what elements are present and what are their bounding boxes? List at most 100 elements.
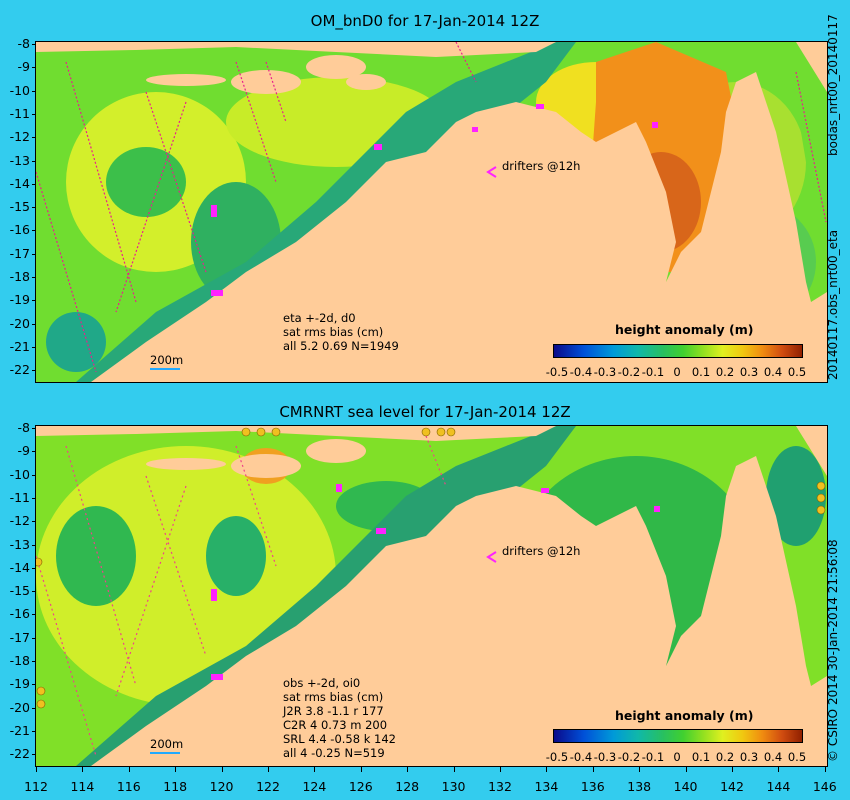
lat-label: -14 <box>9 559 30 575</box>
colorbar-tick-label: 0 <box>673 365 681 379</box>
colorbar-tick-label: -0.4 <box>569 365 593 379</box>
lon-label: 112 <box>24 779 48 794</box>
australia-land <box>91 72 827 382</box>
lat-tick <box>32 277 36 278</box>
lon-tick <box>500 767 501 772</box>
bottom-colorbar-title: height anomaly (m) <box>615 708 754 723</box>
colorbar-tick-label: 0.5 <box>787 365 807 379</box>
lon-tick <box>36 767 37 772</box>
colorbar-tick-label: 0.1 <box>691 365 711 379</box>
lon-label: 120 <box>209 779 234 794</box>
top-side-text: 20140117.obs_nrt00_eta <box>826 229 840 380</box>
info-line: obs +-2d, oi0 <box>283 676 361 690</box>
info-line: C2R 4 0.73 m 200 <box>283 718 388 732</box>
lat-tick <box>32 323 36 325</box>
info-line: SRL 4.4 -0.58 k 142 <box>283 732 396 746</box>
lat-tick <box>32 544 36 546</box>
bottom-map <box>35 425 828 767</box>
lat-label: -18 <box>9 653 30 668</box>
lat-tick <box>32 44 36 45</box>
lon-label: 116 <box>116 779 141 794</box>
colorbar-tick-label: 0.2 <box>715 750 735 764</box>
lat-label: -8 <box>17 420 30 435</box>
lat-tick <box>32 183 36 185</box>
lon-tick <box>360 767 362 772</box>
lat-tick <box>32 474 36 476</box>
lat-label: -20 <box>9 315 30 331</box>
lat-tick <box>32 253 36 255</box>
lat-tick <box>32 300 36 302</box>
lat-tick <box>32 370 36 372</box>
lon-label: 144 <box>766 779 791 794</box>
lat-tick <box>32 567 36 569</box>
lat-tick <box>32 614 36 616</box>
top-scale-line <box>150 368 180 370</box>
lat-label: -11 <box>9 105 30 121</box>
lat-label: -17 <box>9 245 30 261</box>
colorbar-tick-label: -0.2 <box>617 750 641 764</box>
lat-label: -22 <box>9 362 30 378</box>
lon-label: 122 <box>256 779 280 794</box>
info-line: sat rms bias (cm) <box>283 325 384 339</box>
colorbar-tick-label: 0.5 <box>787 750 807 764</box>
colorbar-tick-label: -0.5 <box>545 750 569 764</box>
info-line: sat rms bias (cm) <box>283 690 384 704</box>
info-line: eta +-2d, d0 <box>283 311 356 325</box>
lat-tick <box>32 754 36 756</box>
lon-label: 126 <box>348 779 373 794</box>
lon-tick <box>778 767 780 772</box>
lat-tick <box>32 207 36 209</box>
lon-tick <box>407 767 409 772</box>
lat-tick <box>32 684 36 686</box>
lat-tick <box>32 113 36 115</box>
lon-tick <box>732 767 733 772</box>
lat-label: -8 <box>17 36 30 51</box>
colorbar-tick-label: 0 <box>673 750 681 764</box>
lat-label: -12 <box>9 513 30 529</box>
info-line: all 5.2 0.69 N=1949 <box>283 339 399 353</box>
top-map <box>35 41 828 383</box>
lat-tick <box>32 591 36 593</box>
lon-label: 114 <box>70 779 95 794</box>
lat-label: -13 <box>9 152 30 168</box>
lat-label: -13 <box>9 536 30 552</box>
lat-tick <box>32 661 36 662</box>
lon-label: 138 <box>627 779 652 794</box>
lon-tick <box>268 767 269 772</box>
lon-tick <box>128 767 130 772</box>
lat-label: -9 <box>17 59 30 75</box>
lon-label: 136 <box>580 779 605 794</box>
lat-tick <box>32 428 36 429</box>
lon-tick <box>824 767 826 772</box>
lon-label: 130 <box>441 779 466 794</box>
bottom-drifter-label: drifters @12h <box>502 544 581 558</box>
top-colorbar-title: height anomaly (m) <box>615 322 754 337</box>
lon-label: 118 <box>163 779 188 794</box>
lat-tick <box>32 521 36 523</box>
lon-label: 134 <box>534 779 559 794</box>
lon-label: 124 <box>302 779 327 794</box>
lat-label: -21 <box>9 338 30 354</box>
colorbar-tick-label: -0.5 <box>545 365 569 379</box>
lat-tick <box>32 160 36 162</box>
lon-tick <box>314 767 316 772</box>
lat-label: -20 <box>9 699 30 715</box>
lat-label: -15 <box>9 583 30 599</box>
lat-label: -16 <box>9 606 30 622</box>
lat-label: -10 <box>9 82 30 98</box>
lat-label: -9 <box>17 443 30 459</box>
lat-label: -15 <box>9 199 30 215</box>
bottom-colorbar <box>553 729 803 743</box>
colorbar-tick-label: 0.4 <box>763 365 783 379</box>
lon-label: 142 <box>720 779 744 794</box>
lat-label: -19 <box>9 292 30 308</box>
colorbar-tick-label: -0.1 <box>641 365 665 379</box>
lon-tick <box>592 767 594 772</box>
lat-tick <box>32 497 36 499</box>
bottom-panel-title: CMRNRT sea level for 17-Jan-2014 12Z <box>279 403 571 421</box>
top-scale-label: 200m <box>150 353 184 367</box>
colorbar-tick-label: 0.3 <box>739 750 759 764</box>
top-side-text-upper: bodas_nrt00_20140117 <box>826 14 840 156</box>
info-line: all 4 -0.25 N=519 <box>283 746 385 760</box>
lat-label: -16 <box>9 222 30 238</box>
